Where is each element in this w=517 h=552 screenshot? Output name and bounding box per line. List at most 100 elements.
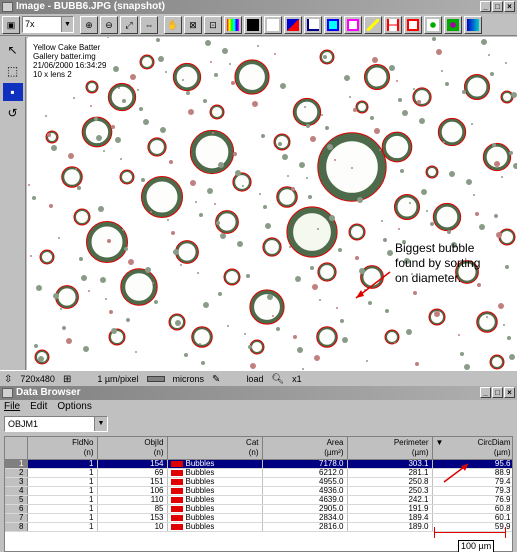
objects-icon[interactable] (424, 15, 442, 34)
column-header-perimeter[interactable]: Perimeter (µm) (347, 437, 433, 460)
palette-chart-icon[interactable] (304, 15, 322, 34)
system-menu-icon[interactable] (2, 388, 13, 398)
bubble-outline (489, 354, 505, 370)
table-row[interactable]: 6 1 85 Bubbles 2905.0 191.9 60.8 (5, 504, 512, 514)
speckle (139, 107, 143, 111)
image-window-title: Image - BUBB6.JPG (snapshot) (16, 1, 165, 12)
palette-color-icon[interactable] (224, 15, 242, 34)
image-window-titlebar[interactable]: Image - BUBB6.JPG (snapshot) _ □ × (0, 0, 517, 14)
maximize-icon[interactable]: □ (492, 1, 503, 12)
zoom-window-icon[interactable]: ⇔ (140, 15, 158, 34)
speckle (302, 368, 304, 370)
speckle (385, 309, 389, 313)
table-row[interactable]: 5 1 110 Bubbles 4639.0 242.1 76.9 (5, 495, 512, 505)
table-row[interactable]: 2 1 69 Bubbles 6212.0 281.1 88.9 (5, 468, 512, 478)
select-region-icon[interactable]: ⬚ (6, 64, 19, 78)
table-row[interactable]: 3 1 151 Bubbles 4955.0 250.8 79.4 (5, 477, 512, 487)
speckle (475, 212, 479, 216)
bubble (317, 262, 337, 282)
speckle (312, 284, 318, 290)
table-row[interactable]: 1 1 154 Bubbles 7178.0 303.1 95.6 (5, 459, 512, 469)
palette-black-icon[interactable] (244, 15, 262, 34)
speckle (38, 356, 44, 362)
bubble-outline (81, 116, 113, 148)
cell-cat: Bubbles (167, 459, 263, 469)
units-label: microns (172, 374, 205, 384)
table-row[interactable]: 7 1 153 Bubbles 2834.0 189.4 60.1 (5, 513, 512, 523)
column-header-objid[interactable]: ObjId (n) (97, 437, 168, 460)
overlay-icon[interactable]: ⊠ (184, 15, 202, 34)
pointer-arrow-icon[interactable]: ↖ (7, 43, 18, 57)
minimize-icon[interactable]: _ (480, 387, 491, 398)
speckle (126, 318, 130, 322)
speckle (359, 268, 365, 274)
speckle (462, 90, 466, 94)
column-header-circdiam[interactable]: ▼ CircDiam (µm) (432, 437, 512, 460)
image-canvas[interactable]: Yellow Cake Batter Gallery batter.img 21… (27, 37, 517, 370)
bubble-outline (39, 249, 55, 265)
zoom-out-icon[interactable]: ⊖ (100, 15, 118, 34)
toggle-icon[interactable]: ⊡ (204, 15, 222, 34)
row-number: 3 (5, 477, 28, 487)
speckle (274, 53, 276, 55)
sort-descending-icon[interactable]: ▼ (435, 438, 444, 447)
close-icon[interactable]: × (504, 1, 515, 12)
minimize-icon[interactable]: _ (480, 1, 491, 12)
speckle (513, 163, 517, 169)
speckle (259, 193, 261, 195)
bubble-outline (140, 175, 184, 219)
menu-options[interactable]: Options (57, 401, 92, 412)
pen-icon[interactable]: ✎ (212, 373, 221, 385)
bubble (385, 330, 399, 344)
system-menu-icon[interactable] (2, 2, 13, 12)
measure-box-icon[interactable] (404, 15, 422, 34)
menu-file[interactable]: File (4, 401, 21, 412)
pencil-icon[interactable] (364, 15, 382, 34)
column-header-area[interactable]: Area (µm²) (262, 437, 348, 460)
palette-white-icon[interactable] (264, 15, 282, 34)
zoom-fit-icon[interactable]: ⤢ (120, 15, 138, 34)
speckle (494, 161, 500, 167)
histogram-icon[interactable] (464, 15, 482, 34)
category-label: Bubbles (185, 513, 215, 522)
speckle (203, 302, 209, 308)
calibration-icon[interactable]: ⊞ (62, 373, 72, 385)
magnifier-icon[interactable]: 🔍︎ (271, 373, 285, 385)
bubble (40, 250, 54, 264)
speckle (357, 197, 363, 203)
objects-color-icon[interactable] (444, 15, 462, 34)
outline-magenta-icon[interactable] (344, 15, 362, 34)
measure-line-icon[interactable] (384, 15, 402, 34)
menu-edit[interactable]: Edit (30, 401, 48, 412)
speckle (379, 149, 381, 151)
table-row[interactable]: 4 1 106 Bubbles 4936.0 250.3 79.3 (5, 486, 512, 496)
palette-blue-icon[interactable] (284, 15, 302, 34)
close-icon[interactable]: × (504, 387, 515, 398)
speckle (436, 49, 442, 55)
column-header-fldno[interactable]: FldNo (n) (27, 437, 98, 460)
column-header-cat[interactable]: Cat (n) (167, 437, 263, 460)
speckle (267, 294, 273, 300)
table-row[interactable]: 8 1 10 Bubbles 2816.0 189.0 59.9 (5, 522, 512, 532)
bubble-outline (139, 54, 155, 70)
data-browser-titlebar[interactable]: Data Browser _ □ × (0, 386, 517, 400)
speckle (471, 123, 473, 125)
chevron-down-icon[interactable]: ▼ (94, 417, 107, 431)
outline-cyan-icon[interactable] (324, 15, 342, 34)
maximize-icon[interactable]: □ (492, 387, 503, 398)
pan-hand-icon[interactable]: ✋ (164, 15, 182, 34)
blue-select-icon[interactable]: ▪ (2, 83, 23, 101)
scale-bar-line (434, 532, 506, 533)
speckle (143, 119, 149, 125)
bubble (276, 186, 298, 208)
zoom-select[interactable]: 7x ▼ (22, 16, 74, 33)
chevron-down-icon[interactable]: ▼ (61, 17, 73, 32)
speckle (272, 315, 274, 317)
undo-icon[interactable]: ↺ (7, 106, 18, 120)
camera-icon[interactable]: ▣ (2, 15, 20, 34)
zoom-in-icon[interactable]: ⊕ (80, 15, 98, 34)
object-selector[interactable]: OBJM1 ▼ (4, 416, 108, 432)
speckle (171, 231, 175, 235)
cell-perimeter: 189.0 (347, 522, 433, 532)
bubble (82, 117, 112, 147)
